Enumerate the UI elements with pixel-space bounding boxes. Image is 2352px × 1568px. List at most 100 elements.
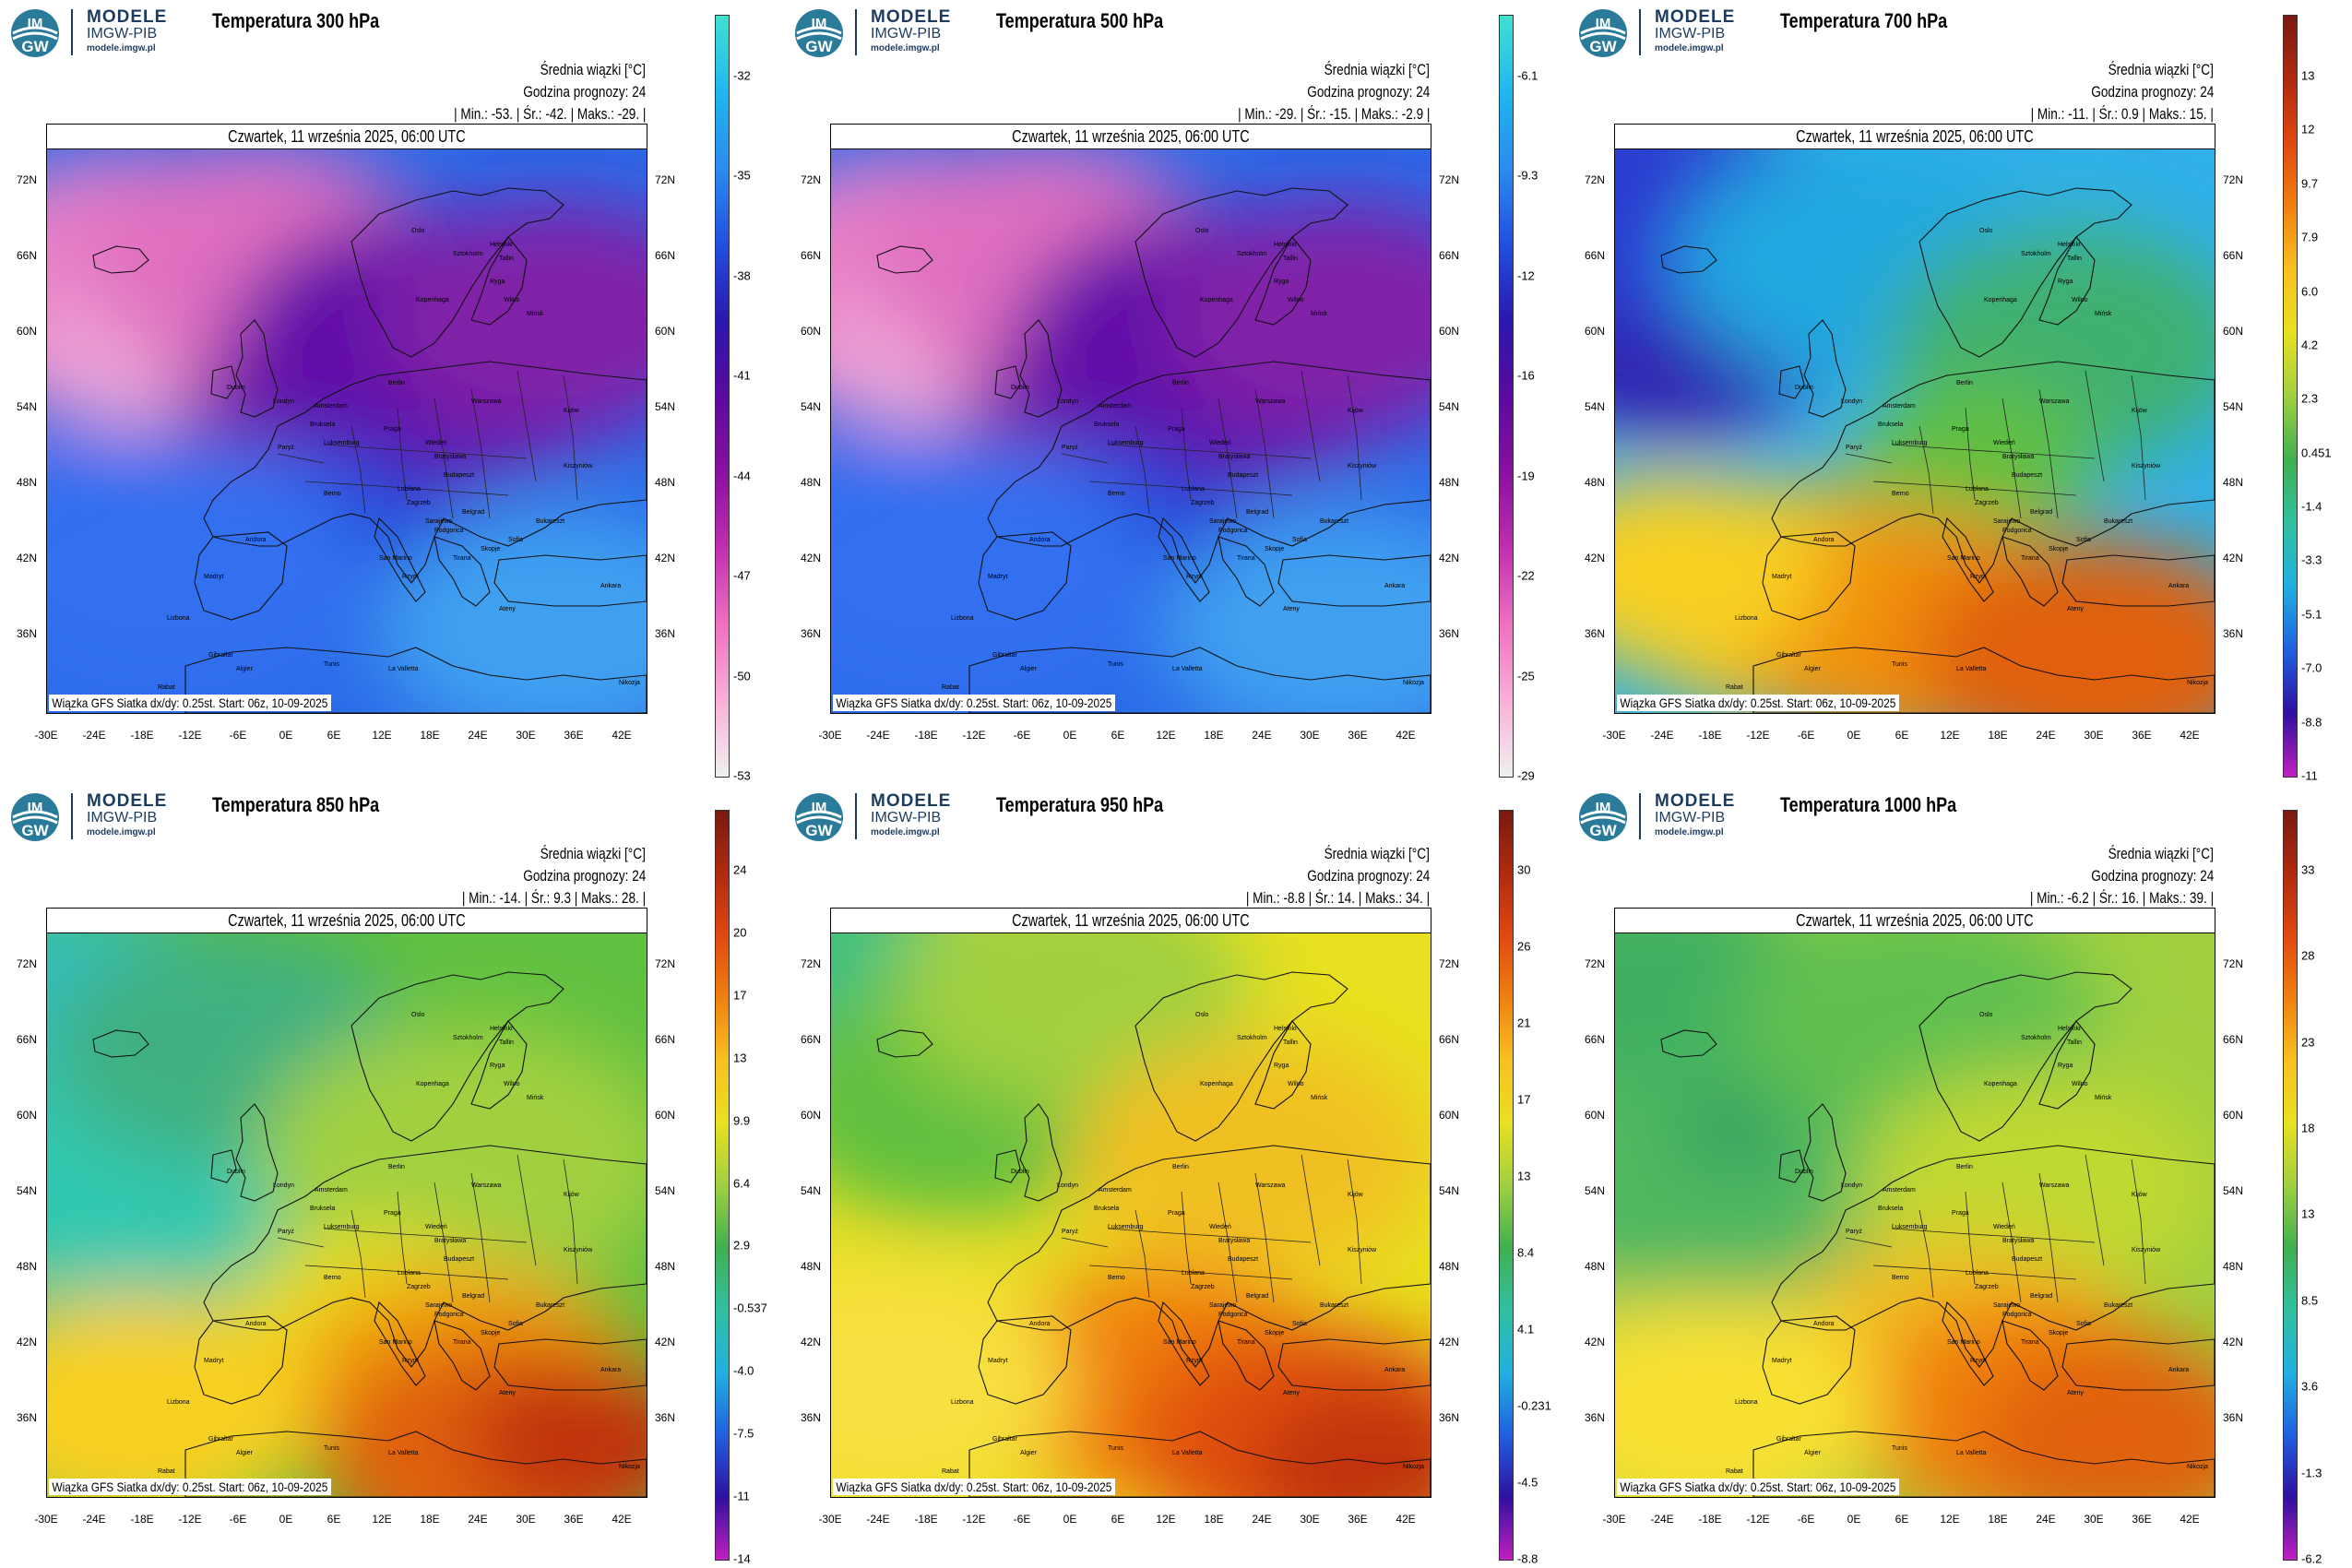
country-border: [434, 1182, 454, 1303]
info-title: Średnia wiązki [°C]: [540, 61, 646, 78]
lon-tick: 18E: [1204, 729, 1224, 742]
lat-tick-right: 36N: [2223, 1411, 2244, 1424]
lat-tick-right: 66N: [655, 1033, 676, 1046]
lon-tick: -18E: [1698, 729, 1722, 742]
city-label: Zagrzeb: [407, 500, 431, 506]
forecast-hour: Godzina prognozy: 24: [522, 867, 646, 885]
city-label: Andora: [1029, 1321, 1051, 1327]
lon-tick: -24E: [82, 1513, 106, 1526]
country-border: [277, 1237, 325, 1248]
city-label: Helsinki: [2058, 1026, 2081, 1032]
country-border: [1891, 1228, 2096, 1243]
city-label: Bukareszt: [2104, 1302, 2133, 1309]
country-border: [1061, 453, 1109, 464]
coastline: [1942, 1301, 1994, 1386]
svg-text:IM: IM: [812, 800, 827, 815]
city-label: Paryż: [1062, 1229, 1078, 1235]
city-label: Amsterdam: [315, 403, 348, 410]
city-label: Kopenhaga: [1200, 1081, 1233, 1087]
coastline: [1218, 1320, 1275, 1391]
city-label: Nikozja: [2187, 680, 2208, 686]
city-label: Oslo: [411, 228, 425, 234]
city-label: Mińsk: [1311, 311, 1328, 317]
info-title: Średnia wiązki [°C]: [1324, 845, 1430, 862]
country-border: [1872, 481, 2077, 496]
lat-tick-left: 48N: [801, 476, 822, 489]
city-label: Sztokholm: [2021, 1035, 2051, 1041]
lon-tick: 36E: [1348, 729, 1368, 742]
city-label: La Valletta: [388, 666, 419, 672]
lon-tick: 24E: [468, 729, 488, 742]
country-border: [1845, 453, 1893, 464]
city-label: Helsinki: [490, 1026, 513, 1032]
city-label: Bruksela: [1878, 422, 1904, 428]
country-border: [304, 1265, 509, 1280]
city-label: Sztokholm: [453, 251, 483, 257]
colorbar-label: -16: [1517, 368, 1535, 383]
city-label: Bratysława: [2002, 454, 2035, 460]
coastline: [1660, 1029, 1717, 1058]
city-label: Skopje: [1265, 546, 1285, 552]
city-label: Londyn: [273, 1182, 294, 1189]
country-border: [2085, 1154, 2105, 1266]
map-panel: IM GW MODELE IMGW-PIB modele.imgw.pl Temper…: [1568, 0, 2352, 784]
temperature-field: [831, 149, 1431, 713]
city-label: Warszawa: [471, 398, 502, 405]
colorbar-label: -8.8: [1517, 1551, 1538, 1566]
lon-tick: 24E: [2036, 1513, 2056, 1526]
logo-line-3: modele.imgw.pl: [1655, 43, 1724, 53]
city-label: Bratysława: [1218, 454, 1251, 460]
date-text: Czwartek, 11 września 2025, 06:00 UTC: [228, 911, 466, 930]
lat-tick-right: 66N: [1439, 249, 1460, 262]
city-label: Kiszyniów: [2132, 463, 2161, 469]
date-bar: Czwartek, 11 września 2025, 06:00 UTC: [46, 908, 647, 933]
city-label: Tirana: [2021, 1339, 2039, 1346]
colorbar-label: 6.0: [2301, 284, 2319, 299]
city-label: La Valletta: [388, 1450, 419, 1456]
logo-line-1: MODELE: [871, 7, 952, 27]
lon-tick: 42E: [1396, 1513, 1416, 1526]
coastline: [987, 361, 1431, 584]
city-label: Londyn: [1841, 1182, 1862, 1189]
coastline: [235, 319, 279, 418]
city-label: San Marino: [379, 1339, 412, 1346]
colorbar-label: 13: [2301, 1206, 2315, 1221]
country-border: [350, 1209, 366, 1299]
coastline: [434, 536, 491, 607]
lat-tick-left: 72N: [17, 173, 38, 186]
colorbar-label: -12: [1517, 268, 1535, 283]
colorbar-label: 18: [2301, 1121, 2315, 1135]
coastline: [2002, 1320, 2059, 1391]
map-panel: IM GW MODELE IMGW-PIB modele.imgw.pl Temper…: [0, 784, 784, 1568]
lat-tick-right: 60N: [655, 1109, 676, 1122]
coastline: [210, 1149, 237, 1183]
city-label: Madryt: [1772, 574, 1792, 580]
city-label: Berlin: [388, 380, 405, 386]
city-label: Oslo: [411, 1012, 425, 1018]
colorbar-labels: 24 20 17 13 9.9 6.4 2.9 -0.537 -4.0 -7.5 -11 -14: [733, 810, 779, 1565]
city-label: Mińsk: [527, 1095, 544, 1101]
city-label: Amsterdam: [315, 1187, 348, 1194]
lon-tick: 12E: [1940, 1513, 1960, 1526]
city-label: Wilno: [2072, 1081, 2088, 1087]
city-label: Algier: [236, 666, 253, 672]
city-label: Skopje: [2049, 1330, 2069, 1336]
panel-title: Temperatura 500 hPa: [996, 9, 1164, 32]
city-label: Lublana: [1182, 486, 1205, 493]
colorbar-label: 9.7: [2301, 176, 2319, 191]
country-border: [1891, 444, 2096, 459]
country-border: [1134, 1209, 1150, 1299]
country-border: [1107, 444, 1312, 459]
colorbar-labels: -6.1 -9.3 -12 -16 -19 -22 -25 -29: [1517, 15, 1563, 783]
colorbar-label: 17: [733, 988, 747, 1003]
city-label: Sarajewo: [1209, 518, 1237, 525]
logo-line-3: modele.imgw.pl: [871, 827, 940, 837]
lon-tick: 24E: [2036, 729, 2056, 742]
colorbar-label: -14: [733, 1551, 751, 1566]
city-label: Berlin: [1956, 1164, 1973, 1170]
lon-tick: 6E: [327, 1513, 341, 1526]
city-label: Sofia: [508, 537, 523, 543]
city-label: Amsterdam: [1099, 1187, 1132, 1194]
map-panel: IM GW MODELE IMGW-PIB modele.imgw.pl Temper…: [784, 784, 1568, 1568]
coastline: [1019, 1103, 1063, 1202]
